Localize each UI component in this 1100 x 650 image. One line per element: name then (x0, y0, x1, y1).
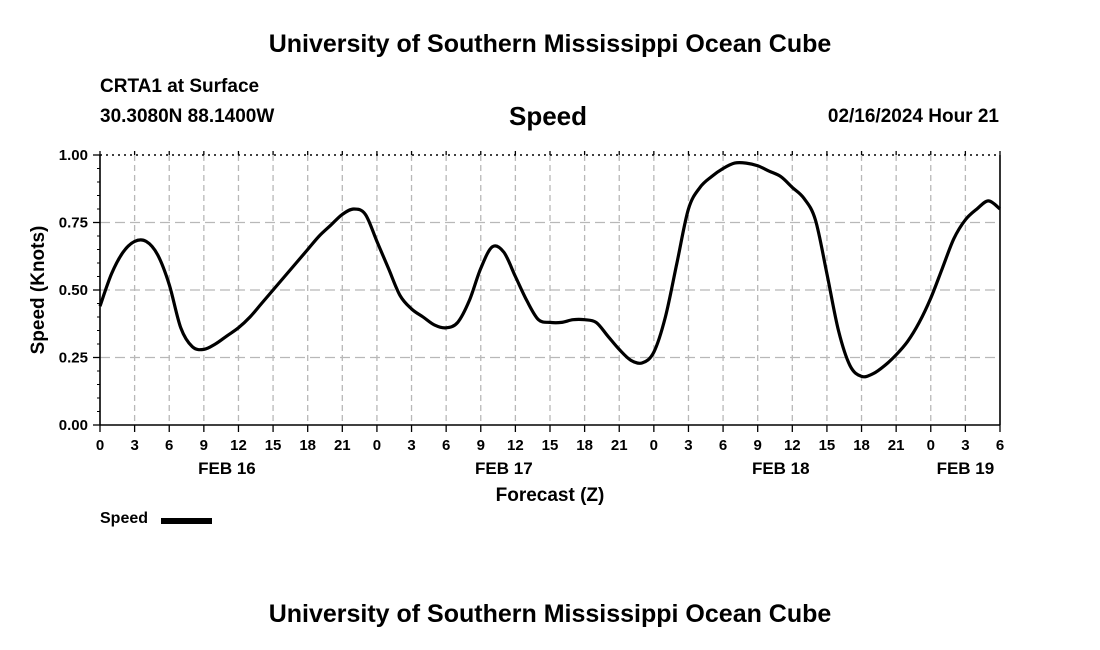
x-tick-label: 21 (334, 437, 351, 454)
y-tick-label: 0.00 (59, 417, 88, 434)
x-tick-label: 9 (200, 437, 208, 454)
date-label: FEB 19 (937, 459, 995, 478)
x-tick-label: 3 (407, 437, 415, 454)
x-tick-label: 12 (507, 437, 524, 454)
x-tick-label: 15 (819, 437, 836, 454)
date-label: FEB 16 (198, 459, 256, 478)
x-tick-label: 3 (130, 437, 138, 454)
grid (100, 155, 1000, 425)
footer-title: University of Southern Mississippi Ocean… (268, 600, 832, 628)
x-tick-label: 6 (165, 437, 173, 454)
tick-labels: 0 3 6 9 12 15 18 21 0 3 6 9 12 15 18 21 0 3 6 9 12 15 18 21 0 3 6 0… (59, 147, 1004, 478)
legend-label: Speed (100, 510, 149, 527)
date-label: FEB 17 (475, 459, 533, 478)
x-tick-label: 15 (542, 437, 559, 454)
x-tick-label: 15 (265, 437, 282, 454)
legend-line-swatch (161, 518, 212, 524)
station-label: CRTA1 at Surface (100, 76, 260, 97)
x-tick-label: 0 (927, 437, 935, 454)
x-tick-label: 3 (684, 437, 692, 454)
forecast-datetime: 02/16/2024 Hour 21 (827, 106, 999, 127)
y-tick-label: 1.00 (59, 147, 88, 164)
y-tick-label: 0.25 (59, 350, 88, 367)
chart-title: Speed (509, 101, 588, 131)
x-tick-label: 0 (650, 437, 658, 454)
x-axis-title: Forecast (Z) (496, 485, 605, 506)
x-tick-label: 18 (853, 437, 870, 454)
x-tick-label: 0 (373, 437, 381, 454)
x-tick-label: 18 (576, 437, 593, 454)
x-tick-label: 21 (611, 437, 628, 454)
x-tick-label: 12 (784, 437, 801, 454)
x-tick-label: 18 (299, 437, 316, 454)
station-coordinates: 30.3080N 88.1400W (100, 106, 275, 127)
y-tick-label: 0.50 (59, 282, 88, 299)
x-tick-label: 12 (230, 437, 247, 454)
x-tick-label: 9 (754, 437, 762, 454)
x-tick-label: 9 (477, 437, 485, 454)
y-tick-label: 0.75 (59, 215, 88, 232)
y-axis-title: Speed (Knots) (28, 226, 49, 355)
x-tick-label: 6 (996, 437, 1004, 454)
series-layer (98, 160, 1002, 379)
series-line-speed (98, 160, 1002, 379)
page-title: University of Southern Mississippi Ocean… (268, 30, 832, 58)
axes (93, 151, 1001, 432)
x-tick-label: 21 (888, 437, 905, 454)
speed-chart: 0 3 6 9 12 15 18 21 0 3 6 9 12 15 18 21 0 3 6 9 12 15 18 21 0 3 6 0… (28, 147, 1004, 506)
x-tick-label: 3 (961, 437, 969, 454)
x-tick-label: 6 (719, 437, 727, 454)
x-tick-label: 0 (96, 437, 104, 454)
date-label: FEB 18 (752, 459, 810, 478)
x-tick-label: 6 (442, 437, 450, 454)
